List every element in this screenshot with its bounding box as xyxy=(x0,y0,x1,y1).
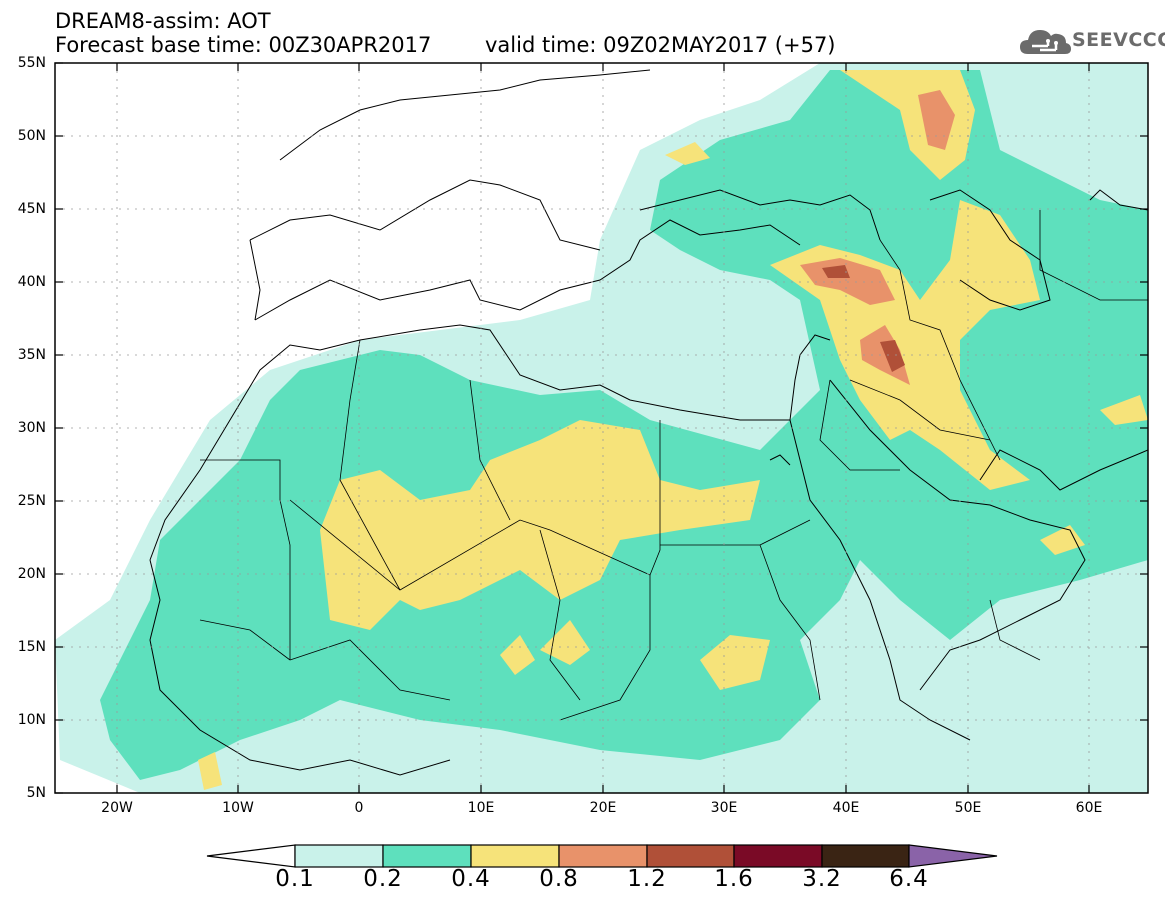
lon-label: 50E xyxy=(954,800,982,816)
aot-band-orange-russia xyxy=(918,90,955,150)
colorbar-label: 0.2 xyxy=(363,866,403,892)
lat-label: 30N xyxy=(17,420,46,436)
lat-label: 15N xyxy=(17,639,46,655)
aot-band-orange-iraq xyxy=(860,325,910,385)
aot-band-yellow-sudan xyxy=(700,635,770,690)
lon-label: 20E xyxy=(589,800,617,816)
aot-band-yellow-niger xyxy=(500,635,535,675)
lon-label: 40E xyxy=(832,800,860,816)
lat-label: 40N xyxy=(17,274,46,290)
lat-label: 5N xyxy=(26,785,46,801)
lat-label: 10N xyxy=(17,712,46,728)
lon-label: 60E xyxy=(1075,800,1103,816)
base-time-text: Forecast base time: 00Z30APR2017 xyxy=(55,33,432,57)
lat-label: 25N xyxy=(17,493,46,509)
cloud-icon xyxy=(1020,30,1071,54)
map-title: DREAM8-assim: AOT xyxy=(55,10,271,32)
colorbar-label: 0.4 xyxy=(451,866,491,892)
aot-fields xyxy=(55,63,1148,793)
graticule xyxy=(55,63,1148,793)
aot-band-yellow-westafrica xyxy=(198,752,222,790)
lon-label: 30E xyxy=(710,800,738,816)
lat-label: 35N xyxy=(17,347,46,363)
valid-time-text: valid time: 09Z02MAY2017 (+57) xyxy=(485,33,836,57)
colorbar-label: 6.4 xyxy=(889,866,929,892)
lat-label: 55N xyxy=(17,55,46,71)
aot-band-red-turkey xyxy=(822,265,850,278)
lat-label: 50N xyxy=(17,128,46,144)
aot-band-yellow-oman xyxy=(1040,525,1085,555)
title-text: DREAM8-assim: AOT xyxy=(55,9,271,33)
lon-label: 20W xyxy=(101,800,133,816)
borders xyxy=(199,210,1148,721)
aot-band-yellow-ukraine xyxy=(665,142,710,165)
aot-band-yellow-sahara xyxy=(320,420,760,630)
lon-label: 10E xyxy=(467,800,495,816)
aot-band-red-iraq xyxy=(880,340,905,372)
lat-label: 20N xyxy=(17,566,46,582)
colorbar-label: 1.2 xyxy=(627,866,667,892)
lat-label: 45N xyxy=(17,201,46,217)
aot-band-yellow-chad xyxy=(540,620,590,665)
logo-text: SEEVCCC xyxy=(1072,29,1165,51)
axis-ticks xyxy=(55,62,1148,794)
time-info: Forecast base time: 00Z30APR2017 valid ti… xyxy=(55,33,836,57)
lon-label: 0 xyxy=(354,800,364,816)
lon-label: 10W xyxy=(222,800,254,816)
colorbar-label: 0.8 xyxy=(539,866,579,892)
colorbar-label: 1.6 xyxy=(714,866,754,892)
colorbar-label: 3.2 xyxy=(802,866,842,892)
seevccc-logo: SEEVCCC xyxy=(1018,24,1165,58)
aot-band-yellow-gulf xyxy=(1100,395,1148,425)
colorbar-label: 0.1 xyxy=(275,866,315,892)
